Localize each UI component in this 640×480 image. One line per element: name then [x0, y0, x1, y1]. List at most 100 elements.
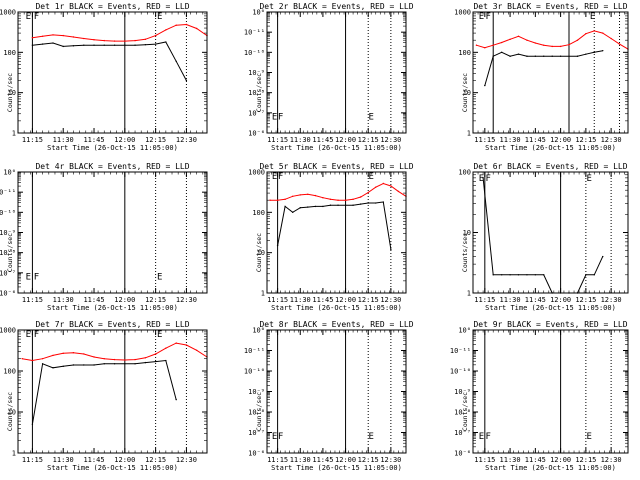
point-events	[307, 206, 309, 208]
x-tick-label: 11:45	[525, 456, 546, 464]
point-events	[83, 364, 85, 366]
y-tick-label: 10⁻¹¹	[244, 29, 265, 37]
point-lld	[175, 24, 177, 26]
point-lld	[62, 34, 64, 37]
point-events	[72, 45, 75, 47]
y-axis-label: Counts/sec	[255, 73, 263, 112]
panel-det-1: Det 1r BLACK = Events, RED = LLD 1 10 100 10…	[0, 2, 208, 152]
marker-f: F	[485, 432, 490, 442]
marker-e: E	[479, 432, 484, 442]
point-lld	[124, 40, 126, 42]
point-events	[585, 274, 587, 276]
point-events	[41, 363, 44, 365]
point-events	[484, 84, 486, 87]
x-tick-label: 11:45	[525, 136, 546, 144]
point-events	[72, 364, 75, 366]
marker-e: E	[272, 432, 277, 442]
series-lld	[22, 342, 208, 362]
point-lld	[31, 37, 34, 39]
x-tick-label: 12:00	[550, 296, 571, 304]
x-tick-label: 12:30	[380, 296, 401, 304]
point-events	[175, 60, 177, 62]
point-lld	[329, 198, 332, 201]
x-tick-label: 11:45	[83, 136, 104, 144]
point-events	[367, 202, 369, 204]
x-tick-label: 11:30	[53, 136, 74, 144]
point-lld	[314, 194, 317, 197]
point-events	[602, 255, 604, 258]
point-lld	[276, 199, 279, 201]
y-tick-label: 10⁻⁷	[248, 109, 265, 117]
point-lld	[375, 186, 377, 188]
x-tick-label: 11:45	[312, 296, 333, 304]
point-lld	[62, 352, 64, 355]
y-tick-label: 1000	[248, 169, 265, 177]
x-tick-label: 12:15	[358, 296, 379, 304]
panel-title: Det 9r BLACK = Events, RED = LLD	[473, 320, 627, 329]
point-events	[534, 55, 537, 57]
y-tick-label: 10⁰	[3, 169, 16, 177]
point-lld	[195, 27, 198, 30]
point-lld	[559, 45, 562, 48]
point-lld	[344, 199, 347, 201]
point-events	[359, 203, 362, 205]
point-events	[144, 43, 147, 46]
point-events	[113, 363, 116, 365]
y-tick-label: 1	[467, 290, 471, 298]
point-lld	[602, 32, 604, 34]
marker-f: F	[278, 112, 283, 122]
point-events	[344, 204, 347, 206]
y-tick-label: 10⁻¹¹	[0, 189, 16, 197]
point-lld	[526, 39, 528, 41]
point-lld	[382, 182, 385, 185]
marker-e: E	[586, 174, 591, 184]
marker-f: F	[34, 330, 39, 340]
y-axis-label: Counts/sec	[255, 233, 263, 272]
marker-e: E	[157, 272, 162, 282]
y-axis-label: Counts/sec	[461, 392, 469, 431]
y-axis-label: Counts/sec	[6, 233, 14, 272]
x-tick-label: 11:45	[525, 296, 546, 304]
x-tick-label: 12:30	[176, 136, 197, 144]
y-axis-label: Counts/sec	[461, 233, 469, 272]
y-tick-label: 10	[463, 229, 471, 237]
x-tick-label: 11:45	[83, 456, 104, 464]
y-tick-label: 1	[12, 450, 16, 458]
x-tick-label: 12:00	[550, 136, 571, 144]
y-tick-label: 10⁻¹⁰	[450, 368, 471, 376]
point-lld	[299, 194, 301, 196]
marker-f: F	[485, 12, 490, 22]
y-tick-label: 10⁻¹⁰	[0, 209, 16, 217]
point-lld	[41, 35, 44, 37]
point-events	[543, 274, 545, 276]
y-tick-label: 10⁻⁹	[0, 229, 16, 237]
point-lld	[185, 344, 188, 346]
series-events	[31, 359, 177, 425]
y-tick-label: 10⁻⁹	[454, 388, 471, 396]
x-tick-label: 11:15	[474, 136, 495, 144]
point-lld	[593, 30, 595, 32]
point-events	[154, 43, 157, 45]
x-tick-label: 11:15	[267, 296, 288, 304]
x-tick-label: 11:15	[267, 456, 288, 464]
point-lld	[83, 353, 85, 355]
x-tick-label: 11:15	[267, 136, 288, 144]
marker-f: F	[278, 172, 283, 182]
x-tick-label: 11:15	[474, 456, 495, 464]
point-lld	[517, 35, 520, 37]
marker-e: E	[157, 12, 162, 22]
point-events	[329, 204, 332, 206]
panel-det-6: Det 6r BLACK = Events, RED = LLD 1 10 100 Co…	[458, 162, 629, 312]
y-tick-label: 1	[467, 130, 471, 138]
point-events	[568, 55, 570, 57]
y-tick-label: 10	[463, 89, 471, 97]
point-events	[509, 274, 511, 276]
series-lld	[32, 23, 208, 42]
panel-det-3: Det 3r BLACK = Events, RED = LLD 1 10 100 10…	[454, 2, 629, 152]
x-tick-label: 12:30	[176, 456, 197, 464]
y-tick-label: 10⁻⁸	[0, 249, 16, 257]
point-lld	[103, 39, 105, 42]
y-tick-label: 100	[3, 368, 16, 376]
y-axis-label: Counts/sec	[461, 73, 469, 112]
panel-det-7: Det 7r BLACK = Events, RED = LLD 1 10 100 10…	[0, 320, 208, 472]
